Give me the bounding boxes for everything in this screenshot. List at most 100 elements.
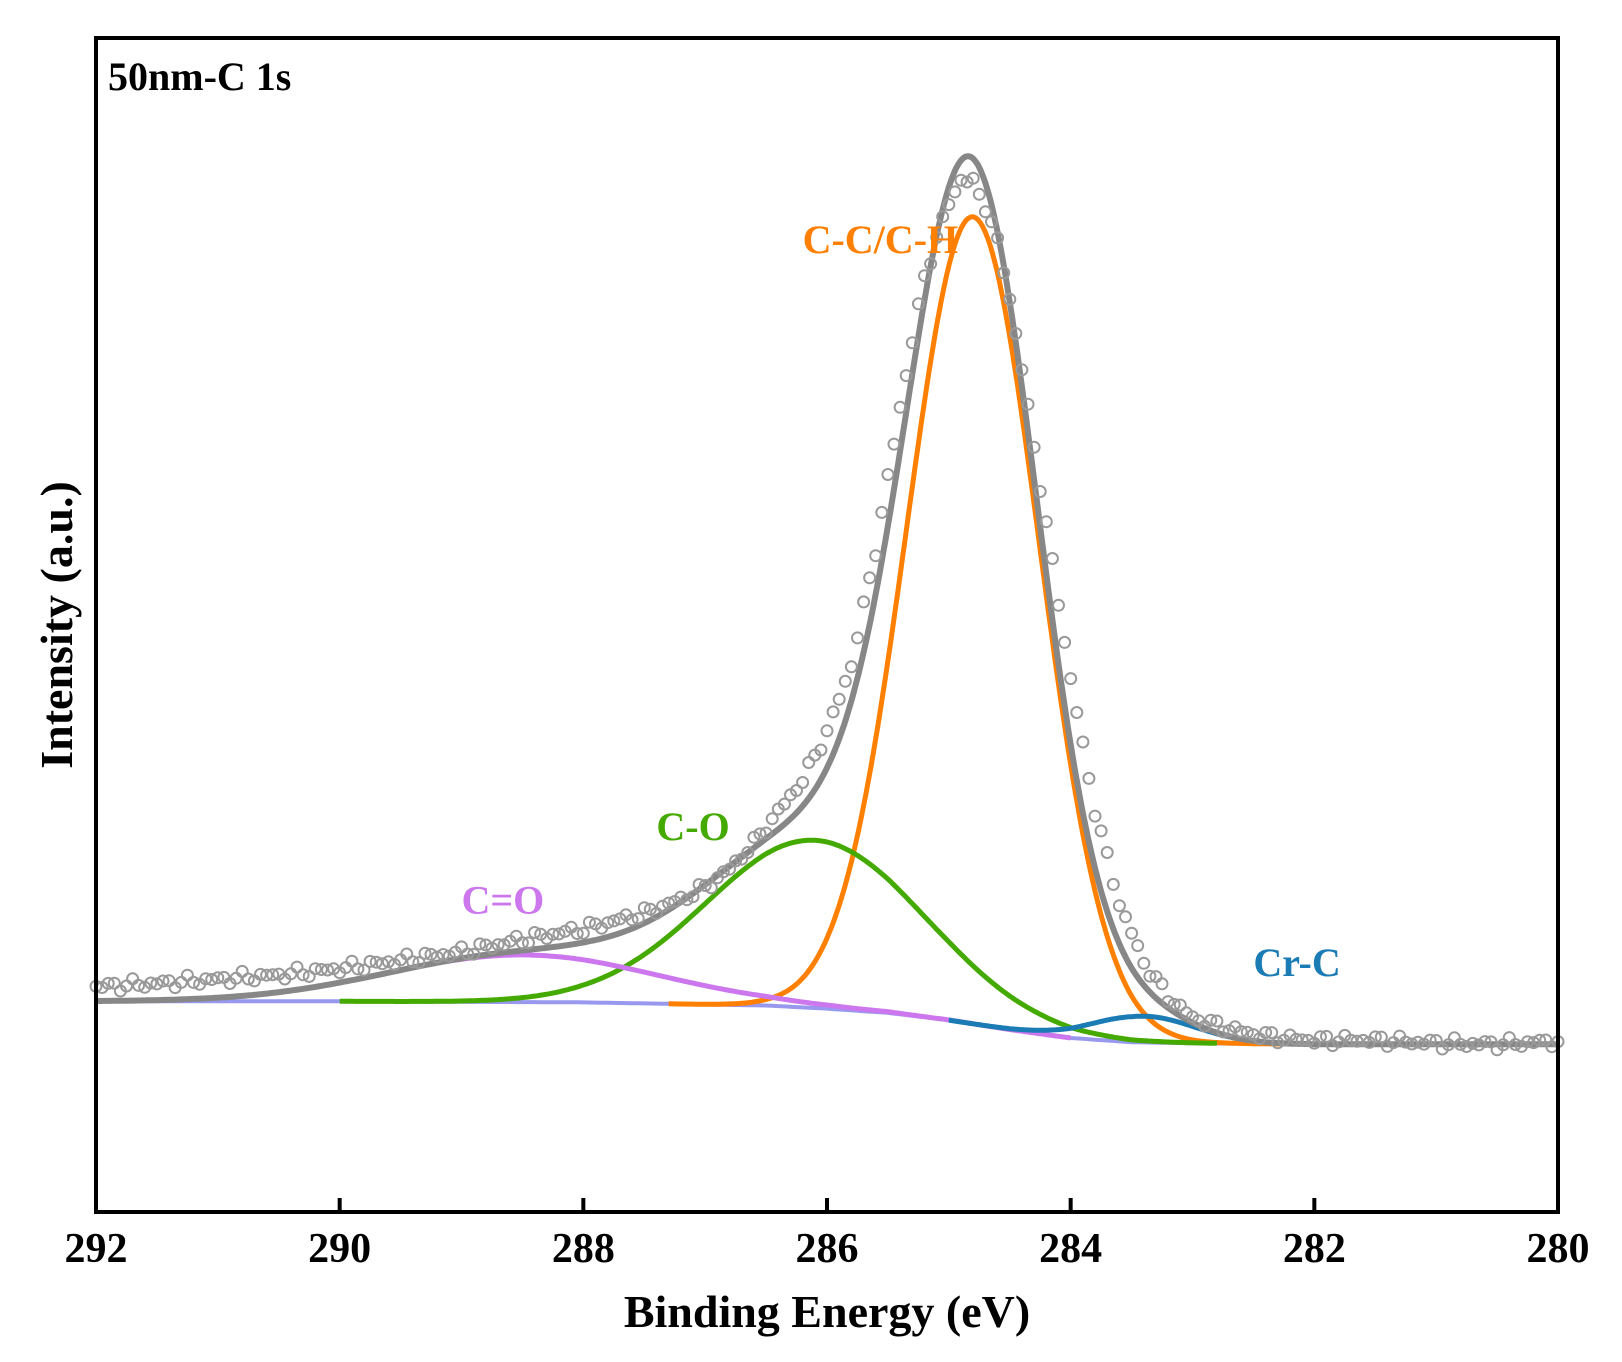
- envelope-fit: [95, 153, 1559, 1048]
- raw-data-point: [187, 975, 200, 989]
- raw-data-point: [357, 963, 371, 977]
- raw-data-point: [601, 916, 615, 930]
- raw-data-point: [314, 963, 328, 976]
- raw-data-point: [1313, 1030, 1327, 1044]
- raw-data-point: [869, 549, 883, 563]
- raw-data-point: [101, 976, 115, 990]
- raw-data-point: [473, 937, 487, 951]
- raw-data-point: [515, 936, 529, 950]
- raw-data-point: [765, 812, 779, 826]
- raw-data-point: [308, 962, 322, 976]
- raw-data-point: [796, 776, 810, 789]
- raw-data-point: [851, 631, 864, 645]
- raw-data-point: [723, 862, 736, 876]
- x-tick-label: 282: [1283, 1226, 1346, 1272]
- raw-data-point: [1131, 939, 1145, 953]
- x-tick-label: 280: [1527, 1226, 1590, 1272]
- raw-data-point: [1033, 485, 1047, 498]
- raw-data-point: [522, 936, 535, 950]
- raw-data-point: [1143, 969, 1157, 983]
- peak-co: [339, 837, 1217, 1046]
- raw-data-point: [863, 571, 877, 585]
- raw-data-point: [132, 978, 146, 992]
- raw-data-point: [704, 881, 718, 895]
- raw-data-point: [887, 437, 901, 451]
- raw-data-point: [802, 756, 816, 769]
- raw-data-point: [1106, 877, 1120, 891]
- raw-data-point: [1161, 995, 1175, 1009]
- raw-data-point: [1234, 1025, 1248, 1039]
- raw-data-point: [150, 977, 164, 991]
- raw-data-point: [1003, 292, 1017, 306]
- raw-data-point: [1021, 397, 1035, 411]
- raw-data-point: [1210, 1014, 1224, 1028]
- raw-data-point: [369, 955, 383, 969]
- raw-data-point: [1100, 846, 1114, 859]
- background-layer: [96, 999, 1558, 1047]
- raw-data-point: [905, 336, 919, 350]
- raw-data-point: [582, 915, 596, 929]
- raw-data-point: [1094, 824, 1108, 838]
- raw-data-point: [1155, 977, 1169, 991]
- raw-data-point: [814, 743, 828, 757]
- raw-data-point: [911, 297, 925, 311]
- raw-data-point: [1521, 1035, 1534, 1049]
- raw-data-point: [954, 173, 968, 187]
- raw-data-point: [826, 705, 840, 719]
- raw-data-point: [156, 974, 170, 988]
- raw-data-point: [607, 914, 621, 928]
- raw-data-point: [716, 865, 730, 879]
- raw-data-point: [881, 468, 895, 481]
- raw-data-point: [924, 257, 938, 271]
- raw-data-point: [205, 973, 219, 986]
- raw-data-point: [729, 854, 743, 868]
- raw-data-point: [1295, 1033, 1309, 1047]
- raw-data-point: [1015, 363, 1029, 377]
- raw-data-point: [680, 893, 694, 907]
- raw-data-point: [1119, 910, 1132, 924]
- raw-data-point: [1484, 1035, 1498, 1049]
- raw-points-layer: [89, 171, 1565, 1057]
- raw-data-point: [467, 947, 481, 961]
- raw-data-point: [674, 890, 688, 904]
- raw-data-point: [552, 927, 566, 941]
- raw-data-point: [656, 899, 669, 913]
- raw-data-point: [290, 960, 304, 974]
- raw-data-point: [1112, 899, 1126, 913]
- raw-data-point: [686, 890, 700, 904]
- raw-data-point: [180, 968, 194, 982]
- raw-data-point: [966, 171, 980, 185]
- raw-data-point: [351, 962, 365, 976]
- background-curve: [96, 999, 1558, 1047]
- raw-data-point: [381, 955, 395, 969]
- raw-data-point: [844, 660, 858, 674]
- peak-label-ceo: C=O: [462, 877, 545, 922]
- raw-data-point: [1301, 1033, 1315, 1047]
- x-tick-label: 288: [552, 1226, 615, 1272]
- raw-data-point: [777, 797, 791, 811]
- raw-data-point: [991, 231, 1005, 245]
- raw-data-point: [972, 187, 986, 201]
- raw-data-point: [576, 926, 590, 940]
- raw-data-point: [1356, 1033, 1370, 1047]
- raw-data-point: [985, 215, 998, 229]
- raw-data-point: [838, 674, 852, 688]
- raw-data-point: [1405, 1037, 1419, 1051]
- raw-data-point: [753, 827, 767, 841]
- raw-data-point: [631, 912, 645, 926]
- raw-data-point: [412, 956, 426, 970]
- raw-data-point: [211, 971, 225, 985]
- raw-data-point: [1082, 771, 1096, 785]
- raw-data-point: [1027, 440, 1041, 454]
- raw-data-point: [698, 879, 712, 892]
- raw-data-point: [1204, 1013, 1218, 1027]
- raw-data-point: [1344, 1033, 1358, 1047]
- raw-data-point: [1533, 1033, 1547, 1047]
- raw-data-point: [1052, 598, 1065, 612]
- raw-data-point: [1411, 1035, 1425, 1049]
- raw-data-point: [948, 185, 962, 199]
- raw-data-point: [235, 964, 249, 978]
- raw-data-point: [424, 947, 438, 961]
